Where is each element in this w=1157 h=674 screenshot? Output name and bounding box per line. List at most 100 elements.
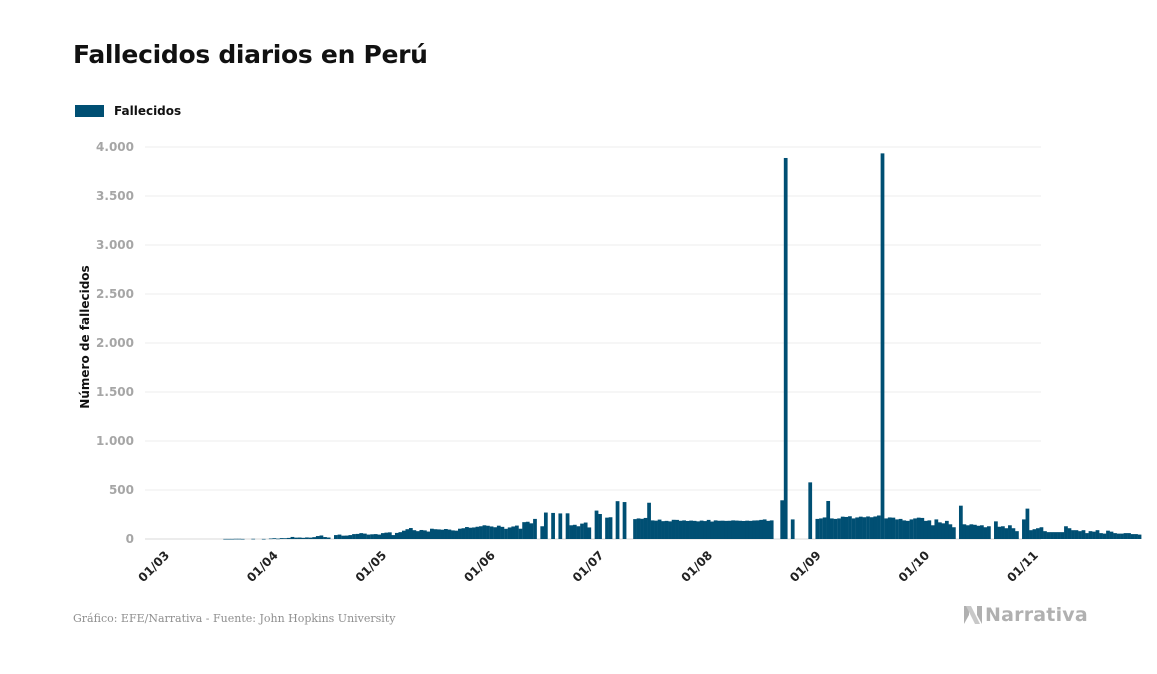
- bar: [891, 517, 896, 539]
- bar: [930, 525, 935, 539]
- bar: [848, 516, 852, 539]
- bar: [447, 529, 452, 539]
- bar: [572, 524, 577, 539]
- bar: [468, 527, 473, 539]
- bar: [496, 525, 501, 539]
- bar: [622, 502, 627, 539]
- bar: [366, 534, 371, 539]
- bar: [362, 533, 367, 539]
- bar: [359, 533, 364, 539]
- bar: [905, 520, 910, 539]
- bar: [689, 520, 693, 539]
- bar: [1092, 531, 1096, 539]
- bar: [268, 538, 273, 540]
- bar: [398, 532, 403, 539]
- bar: [580, 523, 584, 539]
- bar: [829, 518, 834, 539]
- bar: [727, 520, 732, 539]
- bar: [515, 525, 519, 539]
- x-tick-label: 01/05: [353, 548, 390, 585]
- bar: [444, 529, 448, 539]
- bar: [279, 538, 284, 539]
- bar: [877, 515, 881, 539]
- bar: [923, 520, 928, 539]
- bar: [692, 520, 697, 539]
- bar: [230, 538, 235, 540]
- bar: [551, 512, 555, 539]
- bar: [706, 519, 711, 539]
- bar: [500, 526, 505, 539]
- bar: [489, 526, 494, 539]
- bar: [405, 529, 410, 539]
- x-tick-label: 01/03: [136, 548, 173, 585]
- bar: [822, 517, 827, 539]
- bar: [297, 537, 302, 539]
- bar: [380, 533, 385, 539]
- bar: [713, 520, 718, 539]
- bar: [1011, 528, 1016, 539]
- bar: [994, 521, 998, 539]
- bar: [734, 520, 739, 539]
- bar: [1134, 534, 1138, 539]
- bar: [997, 526, 1002, 539]
- brand-name: Narrativa: [985, 604, 1088, 626]
- bar: [862, 517, 867, 539]
- bar: [738, 520, 743, 539]
- legend-label: Fallecidos: [114, 104, 182, 118]
- bar: [337, 534, 342, 539]
- bar: [412, 530, 417, 539]
- bar: [699, 520, 704, 539]
- bar: [569, 525, 574, 539]
- bar: [840, 516, 845, 539]
- bar: [391, 535, 396, 539]
- bar: [654, 520, 658, 539]
- bar: [344, 535, 349, 539]
- x-axis: 01/03 01/04 01/05 01/06 01/07 01/08 01/09 01/10…: [136, 548, 1041, 585]
- bar: [433, 529, 438, 539]
- bar: [408, 528, 413, 539]
- x-tick-label: 01/04: [244, 548, 281, 585]
- bar: [507, 527, 512, 539]
- legend-swatch: [75, 105, 104, 117]
- brand-logo: Narrativa: [963, 604, 1088, 626]
- bar: [983, 527, 988, 539]
- bar: [486, 525, 490, 539]
- bar: [334, 535, 338, 539]
- bar: [525, 521, 530, 539]
- bar: [873, 516, 878, 539]
- bar: [1008, 525, 1012, 539]
- bar: [1130, 534, 1135, 539]
- bar: [319, 535, 324, 539]
- bar: [352, 534, 356, 539]
- bar: [605, 517, 609, 539]
- bar: [916, 517, 921, 539]
- bar: [419, 529, 424, 539]
- bar: [272, 538, 277, 539]
- bar: [587, 527, 592, 539]
- bar: [969, 524, 974, 539]
- bar: [223, 538, 228, 540]
- bar: [1085, 533, 1089, 539]
- bar: [819, 518, 823, 539]
- y-tick-label: 3.500: [96, 189, 134, 203]
- bar: [1050, 532, 1054, 539]
- bar: [703, 521, 707, 539]
- bar: [741, 520, 746, 539]
- bar: [576, 526, 581, 539]
- bar: [1078, 531, 1082, 539]
- bar: [1029, 530, 1033, 539]
- bar: [370, 534, 374, 539]
- bar: [1106, 530, 1110, 539]
- bar: [1004, 528, 1009, 539]
- bar: [633, 519, 637, 539]
- y-axis-label: Número de fallecidos: [78, 265, 92, 408]
- bar: [745, 520, 750, 539]
- bar: [608, 517, 613, 539]
- bar: [565, 513, 570, 539]
- bar: [920, 517, 925, 539]
- bar: [783, 157, 788, 540]
- bar: [451, 530, 455, 539]
- bar: [1015, 531, 1019, 539]
- bar: [682, 520, 686, 539]
